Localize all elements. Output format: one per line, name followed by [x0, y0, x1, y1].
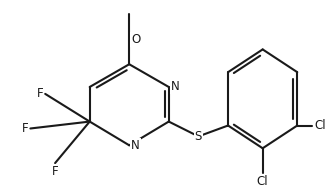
Text: F: F: [22, 122, 29, 135]
Text: F: F: [37, 87, 43, 100]
Text: F: F: [52, 165, 58, 178]
Text: N: N: [171, 80, 179, 93]
Text: S: S: [195, 130, 202, 143]
Text: Cl: Cl: [314, 119, 326, 132]
Text: Cl: Cl: [257, 175, 269, 188]
Text: O: O: [131, 33, 140, 46]
Text: N: N: [131, 139, 140, 152]
